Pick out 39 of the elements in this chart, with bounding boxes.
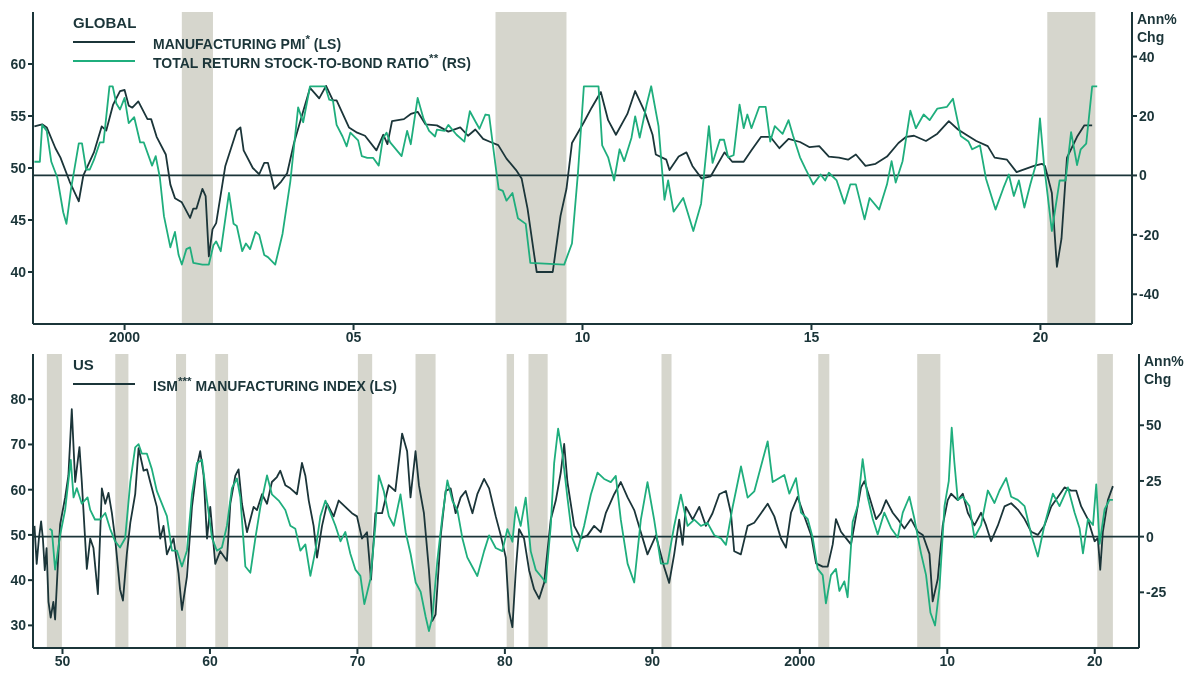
x-tick-label: 80 [497,652,513,669]
y2-tick-label: 25 [1146,472,1162,489]
legend-label: MANUFACTURING PMI$^{*}$ (LS) [153,31,342,52]
y2-axis-title: Ann% Chg [1144,352,1184,388]
y2-tick-label: 20 [1139,107,1155,124]
x-tick-label: 2000 [784,652,816,669]
x-tick-label: 90 [644,652,661,669]
chart-title: US [73,356,94,373]
y-tick-label: 40 [10,572,27,589]
y2-tick-label: 0 [1146,528,1154,545]
x-tick-label: 20 [1086,652,1103,669]
x-tick-label: 70 [349,652,366,669]
y-tick-label: 80 [10,391,27,408]
y-tick-label: 70 [10,436,27,453]
y-tick-label: 50 [10,526,27,543]
y2-tick-label: -20 [1139,226,1160,243]
y-tick-label: 60 [10,55,27,72]
y2-tick-label: 40 [1139,48,1155,65]
x-tick-label: 2000 [109,328,141,345]
y-tick-label: 55 [10,107,27,124]
y2-tick-label: 0 [1139,167,1147,184]
y2-tick-label: -25 [1146,584,1167,601]
x-tick-label: 50 [54,652,71,669]
y-tick-label: 50 [10,159,27,176]
x-tick-label: 15 [803,328,820,345]
x-tick-label: 10 [939,652,956,669]
x-tick-label: 05 [345,328,362,345]
y-tick-label: 45 [10,211,27,228]
y2-tick-label: -40 [1139,286,1160,303]
x-tick-label: 20 [1032,328,1049,345]
chart-title: GLOBAL [73,14,137,31]
y2-tick-label: 50 [1146,417,1162,434]
x-tick-label: 60 [202,652,218,669]
legend-label: ISM$^{***}$ MANUFACTURING INDEX (LS) [153,373,397,394]
y-tick-label: 40 [10,263,27,280]
x-tick-label: 10 [574,328,591,345]
y-tick-label: 30 [10,617,27,634]
y2-axis-title: Ann% Chg [1137,10,1177,46]
y-tick-label: 60 [10,481,27,498]
